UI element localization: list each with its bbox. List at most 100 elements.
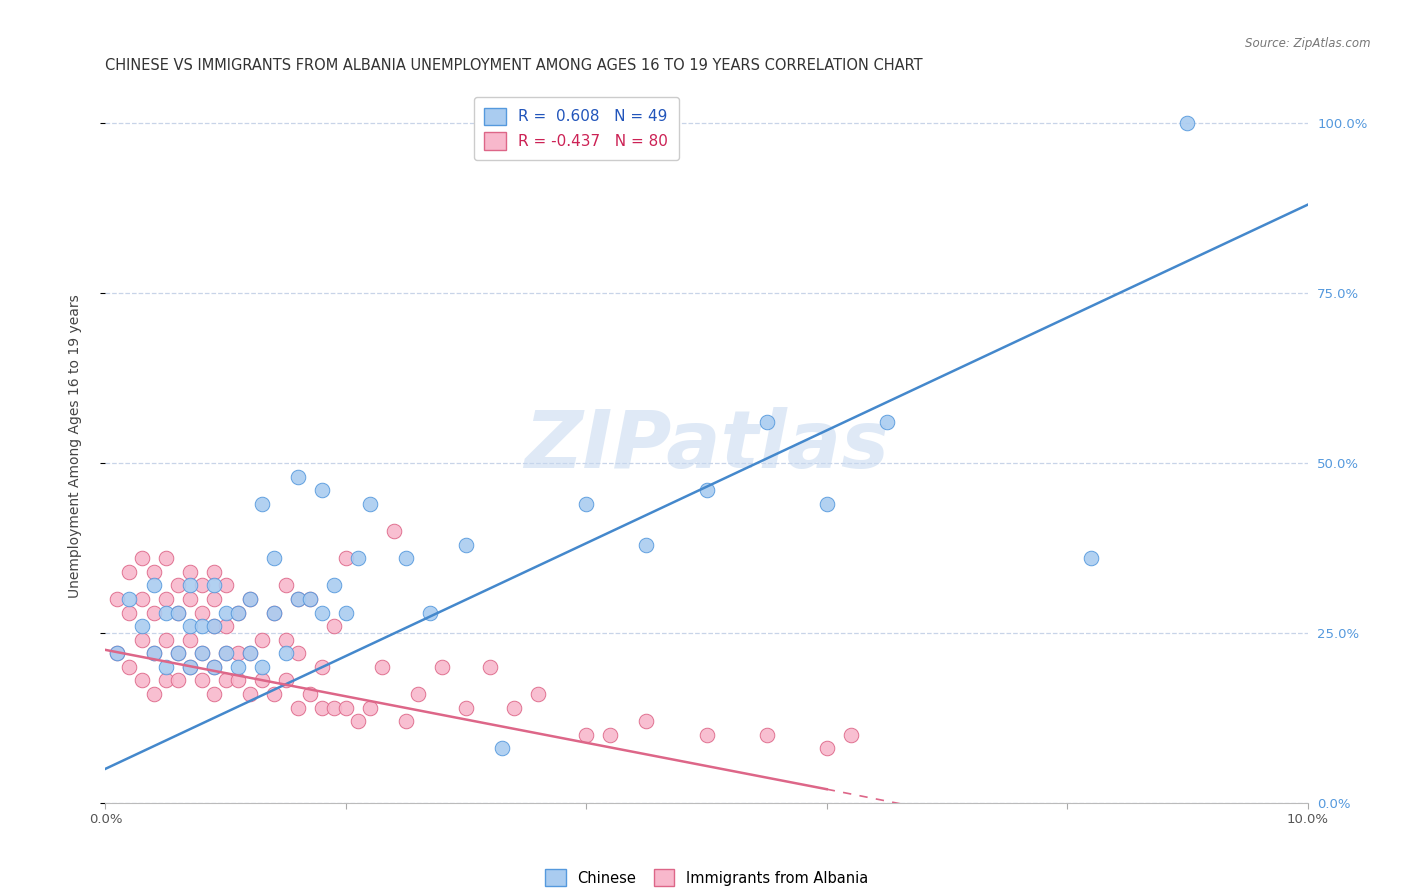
Point (755, 728, 778, 742)
Point (599, 728, 621, 742)
Point (347, 551, 370, 566)
Point (202, 591, 225, 606)
Point (179, 660, 201, 674)
Text: Source: ZipAtlas.com: Source: ZipAtlas.com (1246, 37, 1371, 51)
Point (815, 497, 838, 511)
Point (395, 714, 418, 729)
Point (202, 660, 225, 674)
Point (239, 591, 262, 606)
Point (815, 741, 838, 756)
Point (190, 578, 212, 592)
Point (322, 619, 344, 633)
Point (479, 660, 502, 674)
Point (226, 660, 249, 674)
Point (202, 578, 225, 592)
Point (263, 606, 285, 620)
Point (274, 632, 297, 647)
Point (202, 687, 225, 701)
Point (190, 673, 212, 688)
Point (202, 619, 225, 633)
Point (876, 415, 898, 429)
Point (202, 619, 225, 633)
Point (166, 673, 188, 688)
Point (155, 660, 177, 674)
Text: CHINESE VS IMMIGRANTS FROM ALBANIA UNEMPLOYMENT AMONG AGES 16 TO 19 YEARS CORREL: CHINESE VS IMMIGRANTS FROM ALBANIA UNEMP… (105, 58, 924, 73)
Point (298, 687, 321, 701)
Point (239, 646, 262, 660)
Point (214, 646, 236, 660)
Legend: Chinese, Immigrants from Albania: Chinese, Immigrants from Albania (540, 863, 873, 892)
Point (274, 646, 297, 660)
Point (131, 673, 153, 688)
Point (298, 591, 321, 606)
Point (263, 551, 285, 566)
Point (430, 660, 453, 674)
Point (359, 497, 381, 511)
Point (202, 660, 225, 674)
Point (179, 660, 201, 674)
Point (142, 687, 165, 701)
Point (214, 646, 236, 660)
Point (142, 578, 165, 592)
Point (406, 687, 429, 701)
Point (202, 565, 225, 579)
Point (287, 646, 309, 660)
Point (179, 565, 201, 579)
Point (107, 646, 129, 660)
Point (311, 606, 333, 620)
Point (155, 551, 177, 566)
Point (250, 497, 273, 511)
Point (335, 606, 357, 620)
Point (359, 700, 381, 714)
Point (335, 700, 357, 714)
Point (419, 606, 441, 620)
Point (118, 565, 141, 579)
Point (1080, 551, 1102, 566)
Point (250, 673, 273, 688)
Point (226, 606, 249, 620)
Point (696, 728, 718, 742)
Point (142, 646, 165, 660)
Point (311, 660, 333, 674)
Y-axis label: Unemployment Among Ages 16 to 19 years: Unemployment Among Ages 16 to 19 years (67, 294, 82, 598)
Point (166, 606, 188, 620)
Point (190, 646, 212, 660)
Point (214, 619, 236, 633)
Point (226, 646, 249, 660)
Point (274, 673, 297, 688)
Point (274, 578, 297, 592)
Point (287, 591, 309, 606)
Point (166, 646, 188, 660)
Point (347, 714, 370, 729)
Point (166, 578, 188, 592)
Point (575, 497, 598, 511)
Point (131, 551, 153, 566)
Point (142, 646, 165, 660)
Point (214, 673, 236, 688)
Point (395, 551, 418, 566)
Point (226, 606, 249, 620)
Point (636, 714, 658, 729)
Point (190, 606, 212, 620)
Point (755, 415, 778, 429)
Point (179, 591, 201, 606)
Point (179, 632, 201, 647)
Point (214, 578, 236, 592)
Point (166, 606, 188, 620)
Point (454, 537, 477, 551)
Point (214, 606, 236, 620)
Point (1175, 116, 1198, 130)
Point (839, 728, 862, 742)
Point (142, 606, 165, 620)
Point (142, 565, 165, 579)
Point (636, 537, 658, 551)
Point (298, 591, 321, 606)
Point (491, 741, 513, 756)
Point (190, 619, 212, 633)
Point (287, 700, 309, 714)
Point (131, 591, 153, 606)
Point (454, 700, 477, 714)
Point (503, 700, 526, 714)
Point (155, 591, 177, 606)
Point (382, 524, 405, 538)
